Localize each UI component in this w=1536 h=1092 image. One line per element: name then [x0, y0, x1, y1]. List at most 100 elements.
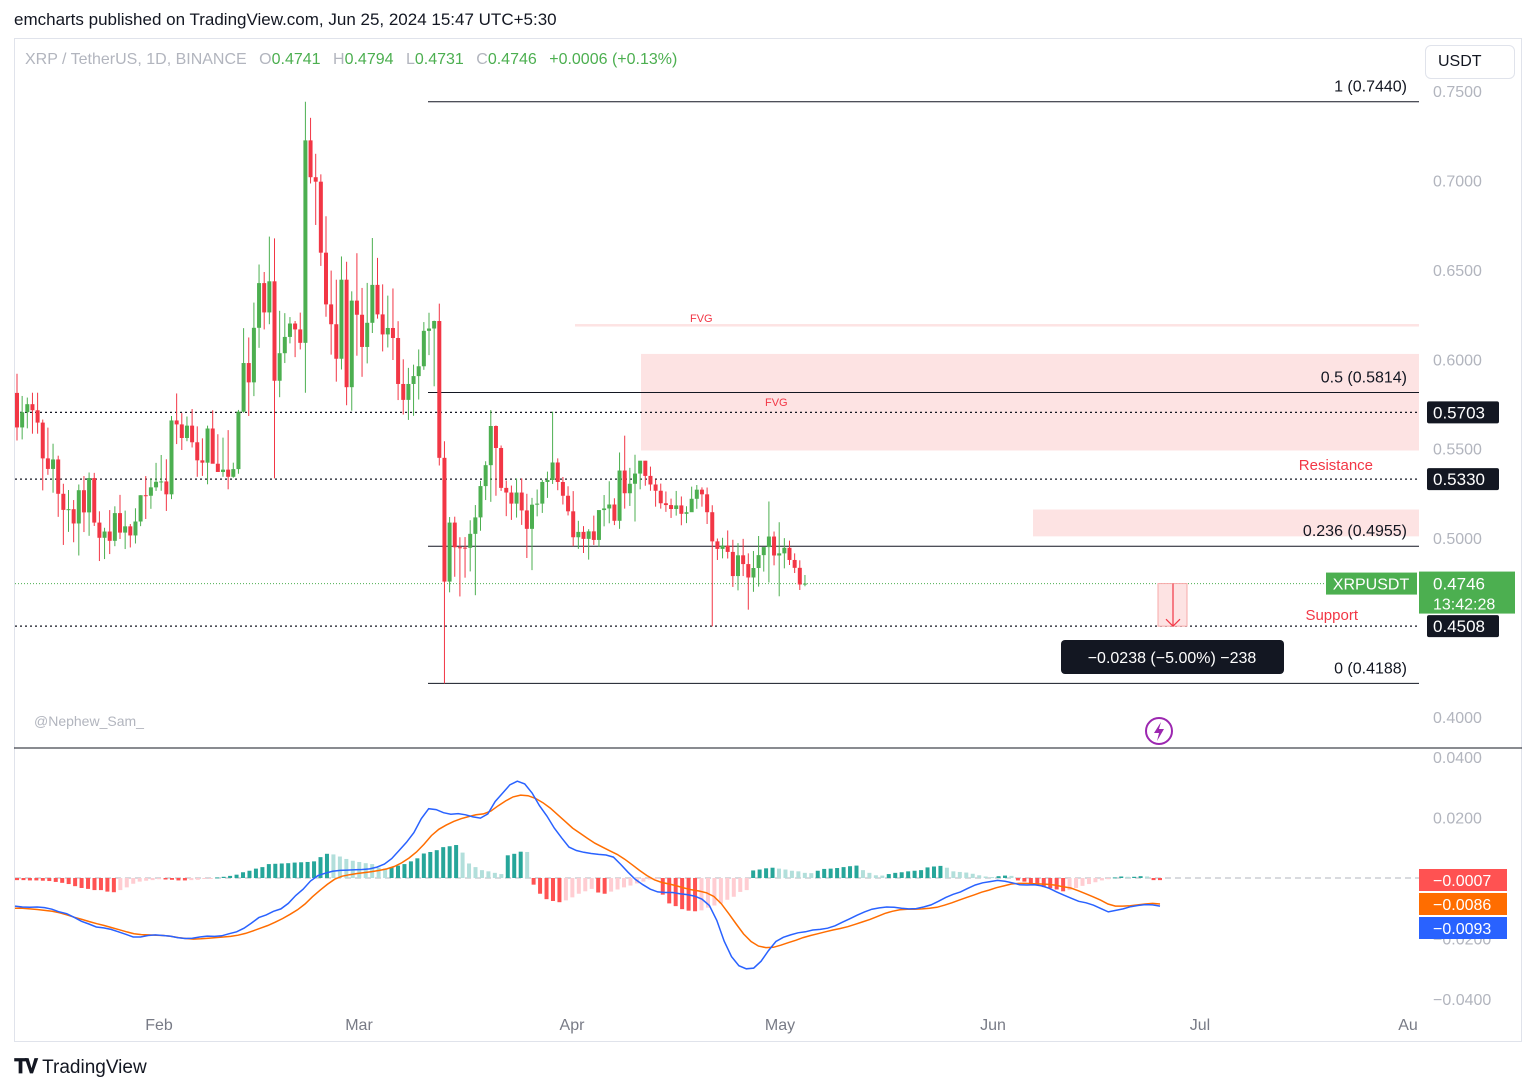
measure-tooltip — [1061, 640, 1284, 674]
candle-body — [334, 324, 339, 359]
bar-countdown-label: 13:42:28 — [1433, 597, 1495, 614]
candle-body — [427, 328, 431, 331]
macd-histogram-bar — [699, 878, 704, 911]
close-value: 0.4746 — [487, 51, 537, 68]
macd-tick-label: 0.0400 — [1433, 750, 1482, 767]
macd-histogram-bar — [144, 878, 149, 881]
candle-body — [689, 498, 694, 513]
candle-body — [694, 489, 699, 499]
candle-body — [463, 547, 468, 549]
candle-body — [493, 425, 498, 448]
candle-body — [710, 512, 715, 542]
candle-body — [118, 513, 122, 533]
macd-histogram-bar — [163, 878, 168, 880]
macd-histogram-bar — [647, 878, 652, 880]
time-tick-label: Mar — [345, 1017, 373, 1034]
macd-histogram-bar — [286, 863, 291, 878]
candle-body — [540, 481, 545, 504]
fvg-zone — [641, 353, 1419, 451]
macd-histogram-bar — [1080, 878, 1085, 886]
macd-histogram-bar — [867, 872, 872, 878]
level-price-tag — [1427, 615, 1499, 638]
macd-histogram-bar — [396, 865, 400, 878]
currency-button[interactable]: USDT — [1425, 45, 1515, 79]
macd-histogram-bar — [764, 868, 769, 878]
macd-histogram-bar — [1151, 878, 1156, 881]
macd-histogram-bar — [622, 878, 627, 888]
macd-histogram-bar — [202, 878, 207, 879]
price-tick-label: 0.5000 — [1433, 531, 1482, 548]
macd-histogram-bar — [938, 865, 943, 878]
measure-arrow-head — [1165, 618, 1181, 627]
candle-body — [401, 383, 406, 400]
fvg-label: FVG — [690, 313, 713, 325]
candle-body — [514, 492, 519, 504]
macd-histogram-bar — [105, 878, 110, 892]
macd-histogram-bar — [131, 878, 136, 884]
fib-level-label: 0.236 (0.4955) — [1303, 523, 1407, 540]
macd-histogram-bar — [363, 863, 368, 878]
candle-body — [509, 492, 514, 504]
change-value: +0.0006 (+0.13%) — [549, 51, 678, 68]
macd-histogram-bar — [828, 868, 833, 878]
candle-body — [257, 283, 262, 328]
candle-body — [40, 422, 45, 459]
time-tick-label: Feb — [145, 1017, 173, 1034]
macd-histogram-bar — [583, 878, 588, 892]
candle-body — [308, 140, 313, 178]
candle-body — [792, 559, 797, 568]
macd-histogram-bar — [273, 863, 278, 878]
macd-histogram-bar — [215, 877, 220, 879]
macd-histogram-bar — [544, 878, 549, 900]
candle-body — [390, 327, 395, 339]
macd-histogram-bar — [118, 878, 123, 891]
time-tick-label: May — [765, 1017, 795, 1034]
candle-body — [766, 536, 771, 548]
candle-body — [81, 490, 86, 513]
macd-histogram-bar — [1145, 876, 1150, 878]
candle-body — [344, 279, 349, 388]
tradingview-logo[interactable]: 𝐓𝐕 TradingView — [14, 1056, 147, 1079]
macd-histogram-bar — [641, 878, 646, 882]
candle-body — [226, 469, 231, 477]
macd-histogram-bar — [525, 851, 530, 878]
macd-histogram-bar — [964, 872, 969, 878]
macd-histogram-bar — [693, 878, 698, 912]
candle-body — [421, 330, 426, 367]
macd-histogram-bar — [1022, 878, 1027, 882]
candle-body — [699, 489, 704, 495]
macd-histogram-bar — [331, 854, 336, 878]
candle-body — [483, 465, 488, 487]
candle-body — [205, 428, 210, 463]
candle-body — [251, 327, 256, 383]
macd-histogram-bar — [221, 876, 226, 878]
macd-histogram-bar — [667, 878, 672, 904]
macd-histogram-bar — [79, 878, 84, 888]
candle-body — [560, 481, 565, 496]
macd-histogram-bar — [860, 870, 865, 878]
candle-body — [674, 505, 679, 509]
candle-body — [30, 404, 35, 411]
macd-histogram-bar — [906, 871, 911, 878]
candle-body — [499, 447, 504, 488]
candle-body — [576, 531, 581, 538]
candle-body — [607, 504, 612, 509]
price-tick-label: 0.6500 — [1433, 263, 1482, 280]
candle-body — [586, 531, 591, 539]
fib-level-label: 1 (0.7440) — [1334, 79, 1407, 96]
candle-body — [148, 487, 153, 496]
symbol-legend: XRP / TetherUS, 1D, BINANCE O0.4741 H0.4… — [25, 51, 677, 69]
macd-histogram-bar — [21, 878, 26, 881]
candle-body — [329, 304, 334, 325]
candle-body — [524, 510, 529, 529]
macd-histogram-bar — [1074, 878, 1079, 888]
macd-histogram-bar — [441, 847, 446, 878]
macd-value-tag — [1419, 917, 1507, 939]
macd-histogram-bar — [725, 878, 730, 900]
macd-histogram-bar — [208, 878, 213, 879]
macd-histogram-bar — [402, 864, 407, 878]
candle-body — [571, 511, 576, 538]
level-price-label: 0.4508 — [1433, 617, 1485, 636]
symbol-name[interactable]: XRP / TetherUS, 1D, BINANCE — [25, 51, 247, 68]
